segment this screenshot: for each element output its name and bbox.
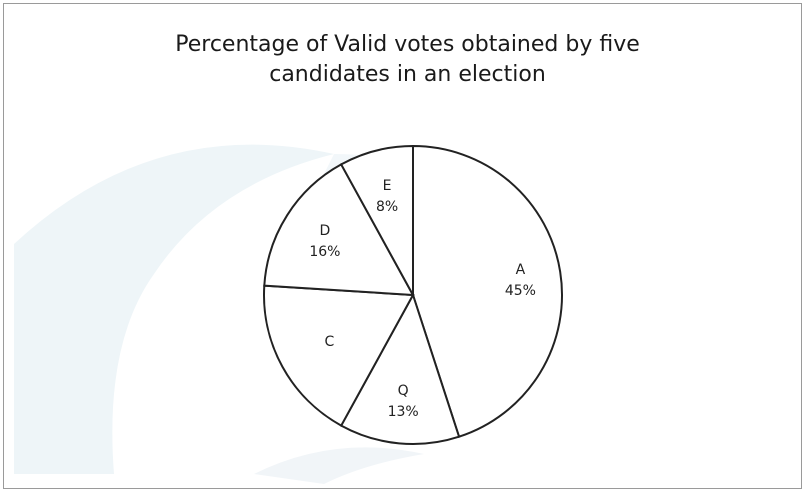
- slice-value-q: 13%: [388, 404, 419, 420]
- slice-value-a: 45%: [505, 283, 536, 299]
- pie-slice-a: [412, 144, 563, 438]
- chart-title-line-2: candidates in an election: [269, 62, 546, 87]
- pie-chart: A 45% Q 13% C D 16% E 8%: [263, 144, 563, 445]
- slice-label-e: E: [383, 178, 392, 194]
- slice-label-d: D: [320, 223, 331, 239]
- slice-value-d: 16%: [309, 244, 340, 260]
- pie-slice-c: [263, 284, 415, 427]
- slice-label-a: A: [516, 262, 526, 278]
- slice-label-q: Q: [398, 383, 409, 399]
- pie-slice-q: [339, 292, 461, 445]
- pie-slice-d: [263, 163, 415, 297]
- chart-frame: Percentage of Valid votes obtained by fi…: [3, 3, 802, 489]
- slice-label-c: C: [325, 334, 335, 350]
- chart-title-line-1: Percentage of Valid votes obtained by fi…: [175, 32, 640, 57]
- slice-value-e: 8%: [376, 199, 398, 215]
- pie-slice-e: [339, 144, 414, 296]
- chart-title: Percentage of Valid votes obtained by fi…: [4, 30, 801, 90]
